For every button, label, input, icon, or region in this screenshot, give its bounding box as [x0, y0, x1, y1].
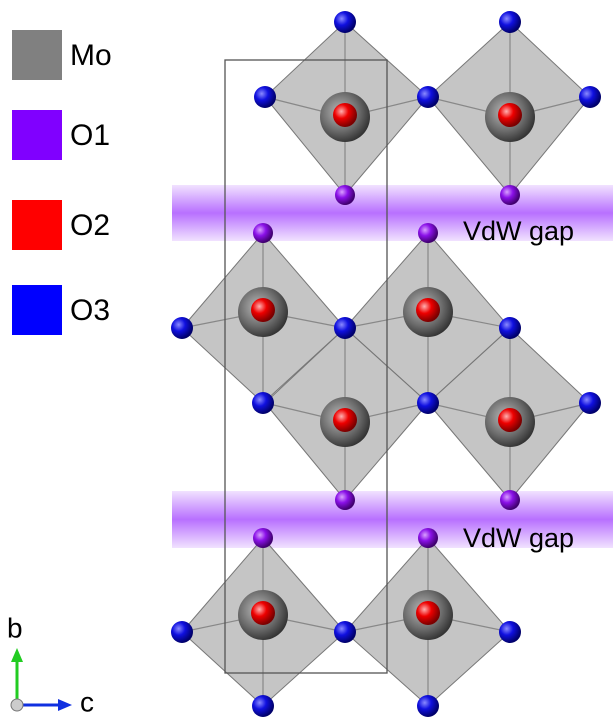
o2-atom — [416, 601, 440, 625]
legend-label: O3 — [70, 294, 110, 327]
o3-atom — [171, 621, 193, 643]
o2-atom — [333, 408, 357, 432]
origin — [11, 699, 23, 711]
o2-atom — [416, 298, 440, 322]
axis-label: c — [80, 686, 94, 717]
axis-indicator: b c — [7, 612, 94, 717]
structure-diagram: Mo O1 O2 O3 VdW gap VdW gap b c — [0, 0, 613, 724]
legend-label: O2 — [70, 209, 110, 242]
o1-atom — [253, 528, 273, 548]
c-arrowhead — [58, 699, 72, 711]
o3-atom — [579, 392, 601, 414]
o1-atom — [253, 223, 273, 243]
o3-atom — [417, 86, 439, 108]
vdw-gap-label: VdW gap — [463, 523, 574, 553]
o3-atom — [417, 392, 439, 414]
o3-atom — [334, 621, 356, 643]
axis-label: b — [7, 612, 23, 643]
o2-atom — [333, 103, 357, 127]
legend: Mo O1 O2 O3 — [12, 30, 112, 335]
o2-atom — [251, 298, 275, 322]
o3-atom — [499, 11, 521, 33]
o2-atom — [498, 408, 522, 432]
legend-label: Mo — [70, 39, 112, 72]
o3-atom — [334, 11, 356, 33]
o3-atom — [252, 695, 274, 717]
o3-atom — [334, 317, 356, 339]
o3-atom — [417, 695, 439, 717]
o3-atom — [171, 317, 193, 339]
o1-atom — [335, 185, 355, 205]
legend-swatch — [12, 200, 62, 250]
o3-atom — [499, 317, 521, 339]
o3-atom — [252, 392, 274, 414]
o1-atom — [500, 490, 520, 510]
o3-atom — [579, 86, 601, 108]
o2-atom — [251, 601, 275, 625]
o1-atom — [418, 223, 438, 243]
legend-swatch — [12, 110, 62, 160]
vdw-gap-label: VdW gap — [463, 216, 574, 246]
o2-atom — [498, 103, 522, 127]
o1-atom — [335, 490, 355, 510]
legend-swatch — [12, 30, 62, 80]
b-arrowhead — [11, 648, 23, 662]
o3-atom — [499, 621, 521, 643]
o3-atom — [254, 86, 276, 108]
legend-swatch — [12, 285, 62, 335]
crystal-structure — [171, 11, 613, 717]
page: {"legend": [ {"label": "Mo", "color": "#… — [0, 0, 613, 724]
o1-atom — [500, 185, 520, 205]
legend-label: O1 — [70, 119, 110, 152]
o1-atom — [418, 528, 438, 548]
